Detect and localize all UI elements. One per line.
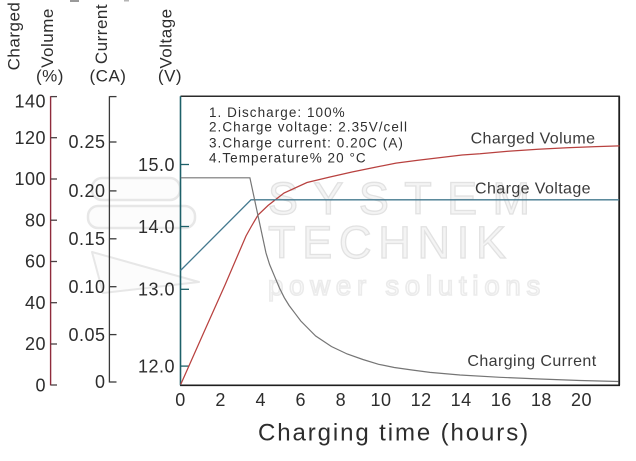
svg-text:6: 6 (296, 390, 307, 410)
svg-text:13.0: 13.0 (138, 280, 175, 300)
svg-text:16: 16 (491, 390, 512, 410)
svg-text:Charging time (hours): Charging time (hours) (258, 420, 530, 447)
svg-text:0: 0 (175, 390, 186, 410)
svg-text:40: 40 (25, 293, 46, 313)
svg-text:15.0: 15.0 (138, 155, 175, 175)
svg-text:4.Temperature% 20 °C: 4.Temperature% 20 °C (209, 150, 367, 165)
svg-text:0.25: 0.25 (68, 132, 105, 152)
svg-text:Current: Current (92, 4, 111, 64)
svg-text:80: 80 (25, 210, 46, 230)
svg-text:1. Discharge: 100%: 1. Discharge: 100% (209, 105, 346, 120)
svg-text:2: 2 (215, 390, 226, 410)
svg-text:3.Charge current: 0.20C (A): 3.Charge current: 0.20C (A) (209, 136, 404, 151)
svg-text:(V): (V) (158, 67, 182, 86)
svg-text:120: 120 (14, 128, 46, 148)
svg-text:0.20: 0.20 (68, 181, 105, 201)
svg-text:14: 14 (451, 390, 472, 410)
svg-text:60: 60 (25, 252, 46, 272)
svg-text:Charging Current: Charging Current (467, 353, 596, 370)
svg-text:TECHNIK: TECHNIK (268, 217, 513, 268)
svg-text:10: 10 (370, 390, 391, 410)
svg-text:12.0: 12.0 (138, 356, 175, 376)
svg-text:140: 140 (14, 91, 46, 111)
svg-text:Charge Voltage: Charge Voltage (475, 181, 591, 198)
svg-text:power solutions: power solutions (268, 270, 546, 301)
svg-text:20: 20 (571, 390, 592, 410)
svg-text:0: 0 (35, 375, 46, 395)
svg-text:8: 8 (336, 390, 347, 410)
svg-text:0.05: 0.05 (68, 325, 105, 345)
svg-text:12: 12 (411, 390, 432, 410)
svg-text:2.Charge voltage: 2.35V/cell: 2.Charge voltage: 2.35V/cell (209, 120, 408, 135)
svg-text:0.10: 0.10 (68, 277, 105, 297)
svg-text:Charged Volume: Charged Volume (471, 131, 596, 148)
svg-text:0: 0 (95, 372, 106, 392)
svg-text:100: 100 (14, 169, 46, 189)
svg-text:(%): (%) (36, 67, 64, 86)
svg-text:Voltage: Voltage (156, 8, 175, 68)
svg-text:Volume: Volume (38, 8, 57, 68)
svg-text:Charged: Charged (5, 2, 24, 71)
svg-text:20: 20 (25, 334, 46, 354)
svg-text:(CA): (CA) (90, 67, 127, 86)
svg-text:18: 18 (531, 390, 552, 410)
svg-text:4: 4 (255, 390, 266, 410)
svg-text:0.15: 0.15 (68, 229, 105, 249)
svg-text:14.0: 14.0 (138, 217, 175, 237)
